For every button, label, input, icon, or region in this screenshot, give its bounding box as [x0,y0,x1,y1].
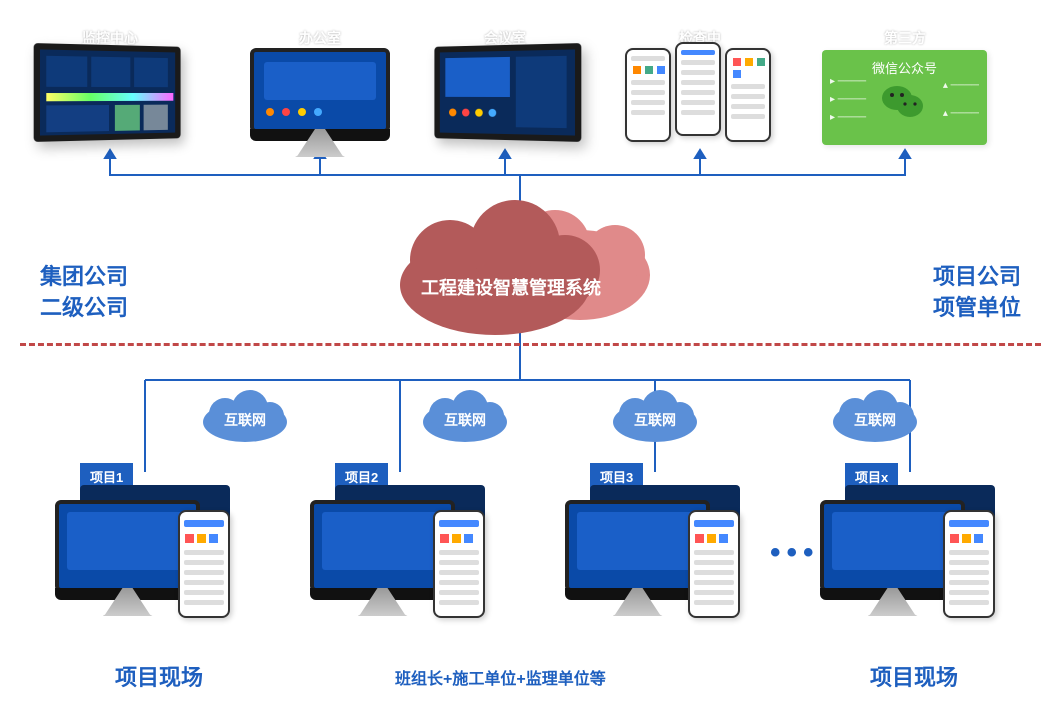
net-label-3: 互联网 [634,410,676,430]
ellipsis-dots: ••• [770,536,820,570]
bottom-right-text: 项目现场 [870,660,958,692]
left-org-text: 集团公司 二级公司 [40,262,128,324]
device-wechat-card: 微信公众号 ▸ ──── ▸ ──── ▸ ──── ▴ ──── ▴ ──── [822,50,987,145]
central-cloud [380,200,660,345]
wechat-icon [882,84,924,120]
bottom-left-text: 项目现场 [115,660,203,692]
device-meeting-room [430,45,580,140]
device-office [250,48,390,133]
bottom-center-text: 班组长+施工单位+监理单位等 [395,665,606,689]
net-label-2: 互联网 [444,410,486,430]
net-label-4: 互联网 [854,410,896,430]
device-monitoring-center [35,45,185,140]
device-inspection-phones [625,42,775,152]
proj-x-phone [943,510,995,618]
proj-2-phone [433,510,485,618]
proj-3-phone [688,510,740,618]
divider-line [20,343,1041,346]
label-third-party: 第三方 [884,28,926,48]
right-org-text: 项目公司 项管单位 [933,262,1021,324]
wechat-title: 微信公众号 [872,58,937,77]
proj-1-phone [178,510,230,618]
label-office: 办公室 [299,28,341,48]
net-label-1: 互联网 [224,410,266,430]
system-title: 工程建设智慧管理系统 [421,274,601,300]
